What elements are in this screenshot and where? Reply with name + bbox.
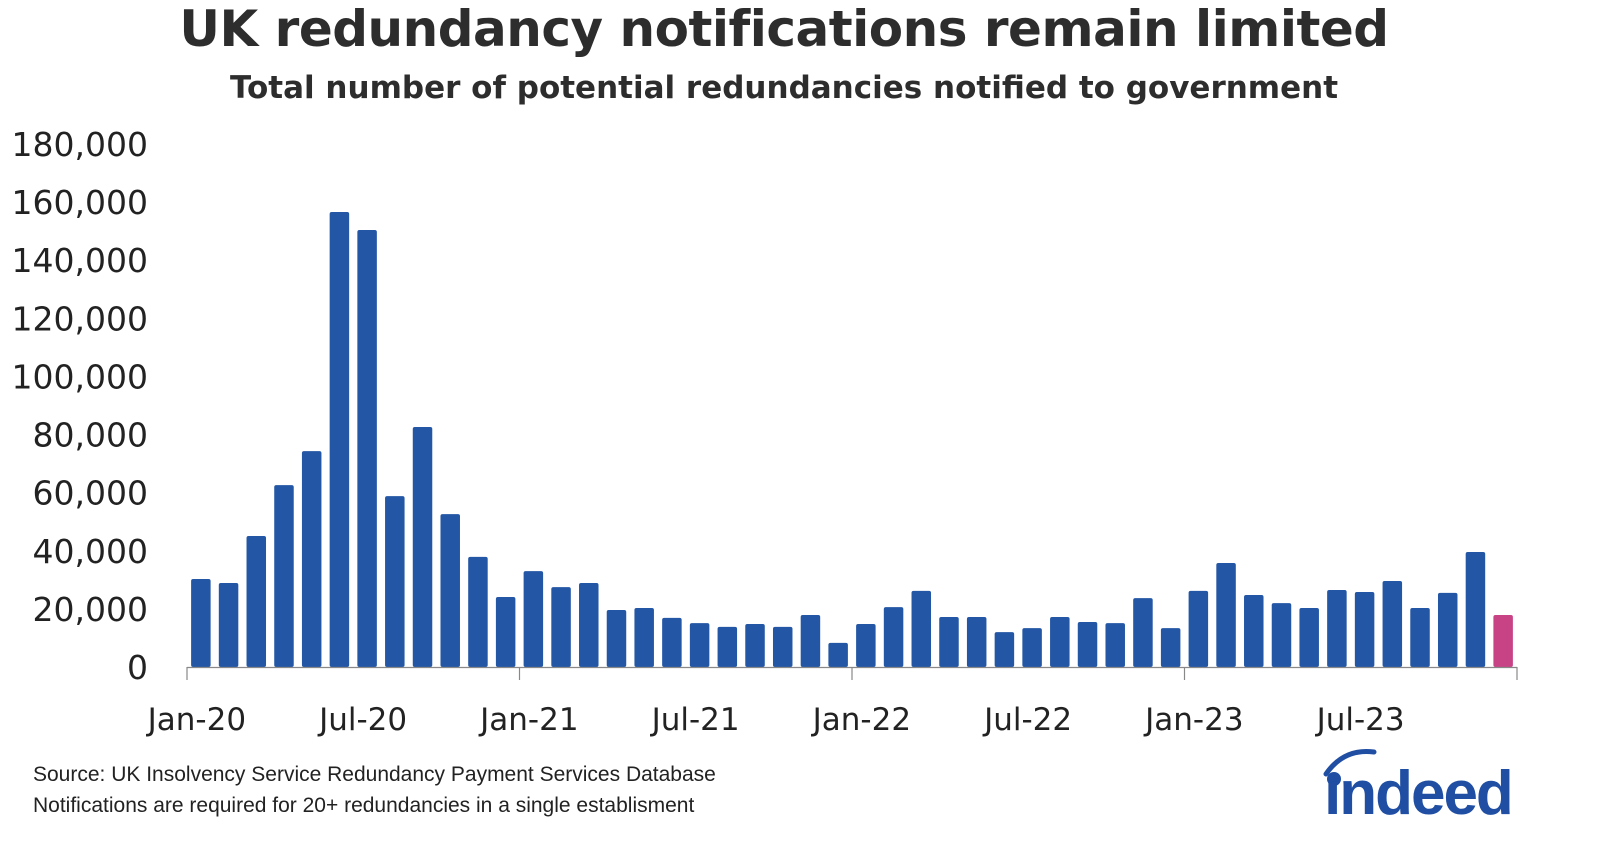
y-tick-label: 20,000 (33, 590, 148, 629)
bar-Jan-20 (191, 578, 211, 667)
bar-Jan-23 (1188, 590, 1209, 667)
bar-Nov-21 (800, 614, 821, 667)
x-tick-label: Jan-22 (811, 702, 911, 738)
bar-Sep-23 (1410, 608, 1430, 667)
y-tick-label: 40,000 (33, 532, 148, 571)
y-tick-label: 160,000 (12, 183, 148, 222)
y-axis: 0 20,000 40,000 60,000 80,000 100,000 120,000 1… (12, 125, 148, 687)
bar-Apr-22 (939, 617, 959, 667)
source-note: Source: UK Insolvency Service Redundancy… (33, 759, 716, 821)
bar-Jul-23 (1354, 592, 1375, 667)
bar-Jun-22 (994, 632, 1015, 667)
bar-Feb-20 (218, 583, 239, 667)
bar-Feb-21 (551, 587, 571, 667)
bar-Mar-23 (1244, 594, 1264, 667)
x-axis: Jan-20 Jul-20 Jan-21 Jul-21 Jan-22 Jul-22 Jan-… (146, 666, 1518, 738)
bar-May-20 (301, 451, 322, 667)
indeed-logo: ındeed (1323, 748, 1514, 820)
y-tick-label: 140,000 (12, 241, 148, 280)
bar-Oct-22 (1105, 623, 1125, 667)
bar-May-22 (966, 617, 987, 667)
bar-Jul-21 (689, 623, 710, 667)
x-tick-label: Jul-21 (650, 702, 740, 738)
bar-Jun-21 (662, 617, 682, 667)
x-tick-label: Jul-22 (982, 702, 1072, 738)
bar-Dec-21 (828, 642, 848, 667)
y-tick-label: 0 (127, 648, 148, 687)
bar-Sep-20 (412, 427, 433, 667)
bar-Sep-22 (1077, 621, 1098, 667)
bar-Jun-20 (329, 211, 350, 668)
bar-Nov-20 (468, 556, 488, 667)
bar-Dec-20 (495, 596, 516, 667)
bar-Apr-20 (274, 485, 294, 667)
bar-May-23 (1299, 608, 1319, 667)
chart-title: UK redundancy notifications remain limit… (179, 0, 1389, 58)
x-tick-label: Jul-23 (1315, 702, 1405, 738)
y-tick-label: 180,000 (12, 125, 148, 164)
bar-Feb-23 (1216, 562, 1236, 667)
bar-Nov-22 (1133, 598, 1153, 667)
bar-Nov-23 (1465, 551, 1486, 667)
y-tick-label: 120,000 (12, 299, 148, 338)
bar-Apr-21 (606, 610, 627, 667)
bar-Aug-22 (1050, 617, 1070, 667)
bar-Dec-22 (1160, 628, 1181, 667)
bar-May-21 (634, 608, 654, 667)
bar-Mar-22 (911, 590, 932, 667)
bar-Oct-20 (440, 514, 460, 667)
bar-Oct-23 (1437, 592, 1458, 667)
y-tick-label: 100,000 (12, 357, 148, 396)
source-line: Source: UK Insolvency Service Redundancy… (33, 763, 716, 786)
bar-Mar-20 (246, 535, 267, 667)
svg-text:ındeed: ındeed (1324, 759, 1512, 820)
note-line: Notifications are required for 20+ redun… (33, 794, 695, 817)
bar-Sep-21 (745, 623, 765, 667)
x-tick-label: Jan-21 (478, 702, 578, 738)
bar-Jan-21 (523, 571, 544, 667)
x-tick-label: Jan-23 (1143, 702, 1243, 738)
bar-Feb-22 (883, 607, 904, 667)
bars (191, 211, 1513, 668)
bar-Jul-20 (357, 230, 377, 667)
bar-Aug-20 (385, 496, 405, 667)
x-tick-label: Jan-20 (146, 702, 246, 738)
chart-subtitle: Total number of potential redundancies n… (229, 70, 1339, 106)
bar-Oct-21 (772, 626, 793, 667)
bar-Aug-23 (1382, 580, 1403, 667)
x-tick-label: Jul-20 (317, 702, 407, 738)
bar-Mar-21 (579, 583, 599, 667)
bar-Jul-22 (1022, 628, 1042, 667)
y-tick-label: 60,000 (33, 474, 148, 513)
bar-Aug-21 (717, 626, 738, 667)
bar-Jan-22 (856, 623, 876, 667)
bar-Apr-23 (1271, 603, 1292, 667)
bar-Jun-23 (1327, 590, 1347, 667)
bar-Dec-23 (1493, 614, 1513, 667)
y-tick-label: 80,000 (33, 416, 148, 455)
